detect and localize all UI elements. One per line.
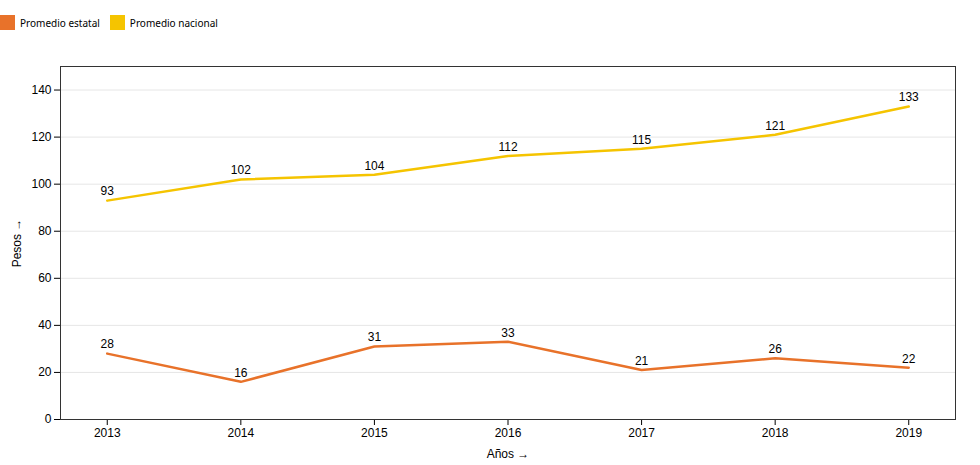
svg-text:Años →: Años → — [487, 447, 530, 461]
svg-text:100: 100 — [31, 177, 51, 191]
svg-text:102: 102 — [231, 163, 251, 177]
svg-text:31: 31 — [368, 330, 382, 344]
svg-text:0: 0 — [45, 412, 52, 426]
html-text:Promedio nacional: Promedio nacional — [129, 15, 218, 30]
svg-text:140: 140 — [31, 83, 51, 97]
html-text:Promedio estatal: Promedio estatal — [20, 15, 100, 30]
svg-text:80: 80 — [38, 224, 52, 238]
svg-text:2013: 2013 — [94, 426, 121, 440]
svg-text:115: 115 — [632, 133, 651, 147]
svg-text:2016: 2016 — [495, 426, 522, 440]
svg-text:60: 60 — [38, 271, 52, 285]
svg-text:2019: 2019 — [895, 426, 922, 440]
svg-text:2014: 2014 — [227, 426, 254, 440]
svg-text:26: 26 — [768, 342, 782, 356]
svg-text:2018: 2018 — [762, 426, 789, 440]
svg-text:33: 33 — [501, 326, 515, 340]
svg-text:28: 28 — [101, 337, 115, 351]
svg-text:112: 112 — [498, 140, 517, 154]
svg-text:93: 93 — [101, 184, 115, 198]
svg-text:133: 133 — [899, 90, 919, 104]
svg-text:21: 21 — [635, 354, 649, 368]
svg-text:120: 120 — [31, 130, 51, 144]
svg-text:2017: 2017 — [628, 426, 655, 440]
svg-text:16: 16 — [234, 366, 248, 380]
svg-text:22: 22 — [902, 352, 916, 366]
svg-text:2015: 2015 — [361, 426, 388, 440]
svg-text:40: 40 — [38, 318, 52, 332]
svg-text:20: 20 — [38, 365, 52, 379]
svg-text:Pesos →: Pesos → — [10, 219, 24, 268]
svg-text:104: 104 — [364, 159, 384, 173]
svg-text:121: 121 — [765, 119, 785, 133]
